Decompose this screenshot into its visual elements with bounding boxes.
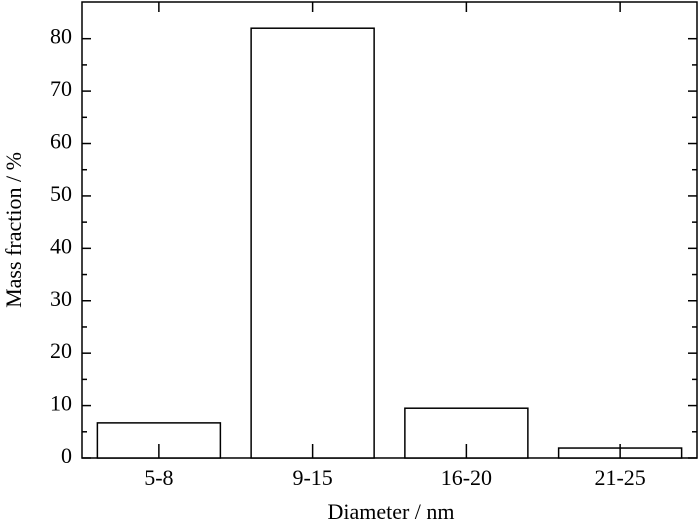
- y-tick-label: 80: [50, 24, 72, 49]
- x-tick-label: 5-8: [144, 465, 173, 490]
- plot-frame: [81, 1, 698, 459]
- y-tick-label: 30: [50, 286, 72, 311]
- y-tick-label: 20: [50, 338, 72, 363]
- y-tick-label: 40: [50, 233, 72, 258]
- y-tick-label: 0: [61, 443, 72, 468]
- x-tick-label: 16-20: [441, 465, 492, 490]
- x-tick-label: 21-25: [594, 465, 645, 490]
- y-tick-label: 10: [50, 391, 72, 416]
- x-tick-label: 9-15: [292, 465, 332, 490]
- bar: [250, 27, 375, 459]
- y-tick-label: 60: [50, 129, 72, 154]
- y-tick-label: 50: [50, 181, 72, 206]
- y-tick-label: 70: [50, 76, 72, 101]
- x-axis-label: Diameter / nm: [327, 499, 454, 524]
- y-axis-label: Mass fraction / %: [1, 152, 26, 308]
